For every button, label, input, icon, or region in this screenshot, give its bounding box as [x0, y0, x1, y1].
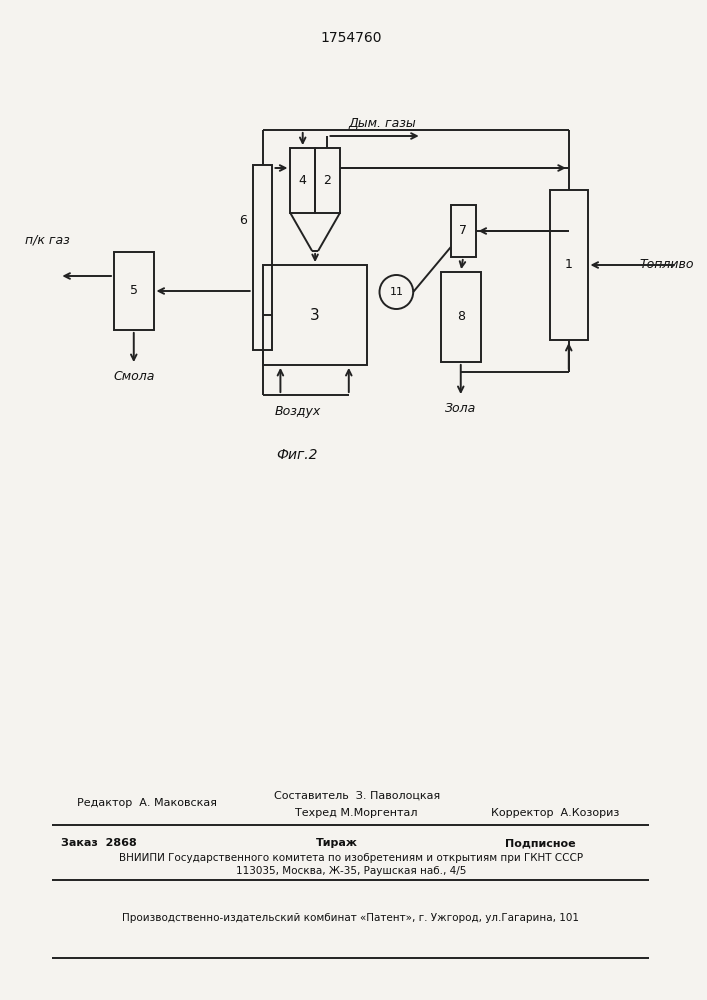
- Text: Смола: Смола: [113, 370, 154, 383]
- Text: 3: 3: [310, 308, 320, 322]
- Text: Корректор  А.Козориз: Корректор А.Козориз: [491, 808, 619, 818]
- Text: 1: 1: [565, 258, 573, 271]
- Text: 5: 5: [130, 284, 138, 298]
- Text: 7: 7: [460, 225, 467, 237]
- Text: 2: 2: [324, 174, 332, 187]
- Text: Фиг.2: Фиг.2: [276, 448, 318, 462]
- Bar: [315, 148, 340, 213]
- Text: 1754760: 1754760: [320, 31, 382, 45]
- Text: Воздух: Воздух: [275, 404, 322, 418]
- Text: 4: 4: [299, 174, 307, 187]
- Text: Техред М.Моргентал: Техред М.Моргентал: [296, 808, 418, 818]
- Text: Составитель  З. Паволоцкая: Составитель З. Паволоцкая: [274, 791, 440, 801]
- Bar: [451, 205, 476, 257]
- Text: п/к газ: п/к газ: [25, 233, 69, 246]
- Text: Тираж: Тираж: [316, 838, 358, 848]
- Text: Подписное: Подписное: [505, 838, 575, 848]
- Text: Зола: Зола: [445, 402, 477, 416]
- Bar: [291, 148, 315, 213]
- Text: Редактор  А. Маковская: Редактор А. Маковская: [76, 798, 216, 808]
- Text: Производственно-издательский комбинат «Патент», г. Ужгород, ул.Гагарина, 101: Производственно-издательский комбинат «П…: [122, 913, 579, 923]
- Bar: [252, 165, 272, 350]
- Text: 11: 11: [390, 287, 404, 297]
- Text: Заказ  2868: Заказ 2868: [62, 838, 137, 848]
- Text: Топливо: Топливо: [639, 258, 694, 271]
- Text: Дым. газы: Дым. газы: [348, 116, 416, 129]
- Bar: [550, 190, 588, 340]
- Text: 113035, Москва, Ж-35, Раушская наб., 4/5: 113035, Москва, Ж-35, Раушская наб., 4/5: [235, 866, 466, 876]
- Text: ВНИИПИ Государственного комитета по изобретениям и открытиям при ГКНТ СССР: ВНИИПИ Государственного комитета по изоб…: [119, 853, 583, 863]
- Text: 6: 6: [239, 214, 247, 227]
- Text: 8: 8: [457, 310, 464, 324]
- Bar: [114, 252, 153, 330]
- Bar: [262, 265, 367, 365]
- Bar: [441, 272, 481, 362]
